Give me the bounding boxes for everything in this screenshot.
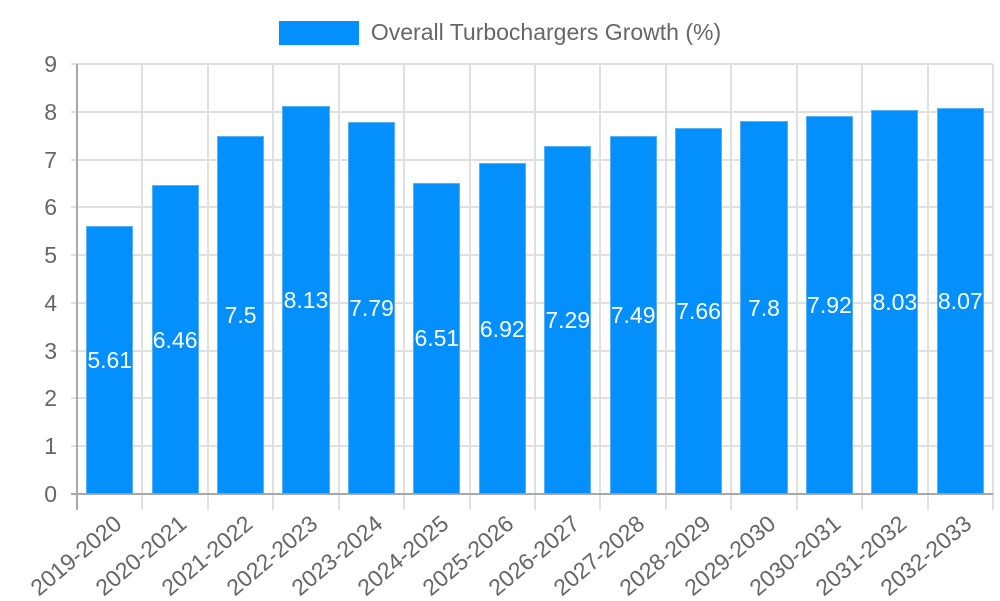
bar-value-label: 8.07	[937, 288, 983, 315]
gridline-vertical	[664, 64, 667, 510]
y-tick-label: 6	[44, 194, 57, 221]
bar[interactable]	[413, 182, 461, 494]
gridline-vertical	[403, 64, 406, 510]
y-tick-label: 3	[44, 337, 57, 364]
y-tick-label: 4	[44, 289, 57, 316]
bar[interactable]	[936, 108, 984, 494]
legend-swatch	[278, 20, 359, 45]
gridline-horizontal	[71, 445, 993, 448]
bar[interactable]	[740, 121, 788, 494]
gridline-vertical	[534, 64, 536, 510]
gridline-horizontal	[71, 158, 993, 161]
y-tick-label: 0	[44, 481, 57, 507]
bar[interactable]	[871, 110, 919, 494]
y-tick-label: 1	[44, 433, 57, 460]
bar[interactable]	[151, 185, 199, 494]
bar[interactable]	[86, 225, 134, 494]
bar-value-label: 6.92	[479, 315, 525, 342]
gridline-vertical	[141, 64, 144, 510]
y-tick-label: 8	[44, 98, 57, 125]
gridline-vertical	[337, 64, 340, 510]
bar-value-label: 7.29	[545, 306, 591, 333]
bar-value-label: 7.66	[676, 298, 721, 324]
bar-value-label: 7.8	[748, 294, 780, 321]
bar-value-label: 8.13	[283, 286, 329, 313]
bar-value-label: 6.46	[152, 326, 198, 353]
gridline-vertical	[468, 64, 471, 510]
gridline-vertical	[206, 64, 209, 510]
gridline-horizontal	[71, 301, 993, 304]
gridline-horizontal	[71, 110, 993, 113]
y-tick-label: 7	[44, 146, 57, 173]
bar-value-label: 7.5	[224, 301, 257, 328]
bar-value-label: 6.51	[414, 325, 460, 352]
bar[interactable]	[544, 145, 592, 494]
x-axis-line	[71, 493, 993, 495]
bar-value-label: 8.03	[872, 289, 918, 316]
gridline-vertical	[730, 64, 733, 510]
gridline-vertical	[926, 64, 929, 510]
bar-value-label: 7.92	[807, 291, 852, 318]
bar[interactable]	[675, 128, 723, 494]
gridline-vertical	[992, 64, 994, 510]
bar-value-label: 7.49	[610, 302, 656, 329]
plot-area: 5.61 6.46 7.5 8.13 7.79 6.51 6.92 7.29 7.49 7.66 7…	[71, 63, 994, 510]
y-tick-label: 2	[44, 385, 57, 412]
legend-label: Overall Turbochargers Growth (%)	[370, 19, 722, 45]
bar[interactable]	[282, 105, 330, 494]
bar[interactable]	[347, 121, 395, 494]
gridline-vertical	[272, 64, 275, 510]
gridline-horizontal	[71, 206, 993, 209]
gridline-horizontal	[71, 397, 993, 400]
bar[interactable]	[217, 135, 265, 494]
bar[interactable]	[805, 115, 853, 494]
gridline-vertical	[861, 64, 864, 510]
gridline-vertical	[599, 64, 602, 510]
bar[interactable]	[478, 163, 526, 494]
gridline-horizontal	[71, 349, 993, 352]
gridline-horizontal	[71, 63, 993, 65]
chart-legend[interactable]: Overall Turbochargers Growth (%)	[0, 19, 1000, 46]
bar-value-label: 7.79	[349, 294, 394, 321]
gridline-vertical	[795, 64, 798, 510]
y-tick-label: 5	[44, 242, 57, 269]
bar-value-label: 5.61	[87, 346, 133, 373]
y-axis-line	[76, 64, 78, 510]
bar[interactable]	[609, 136, 657, 494]
y-tick-label: 9	[44, 51, 57, 77]
gridline-horizontal	[71, 254, 993, 257]
